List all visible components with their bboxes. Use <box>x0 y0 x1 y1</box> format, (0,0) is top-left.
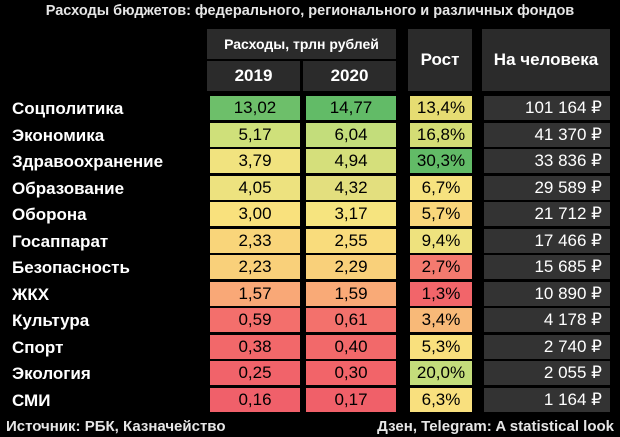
per-capita-cell: 41 370 ₽ <box>484 122 610 147</box>
growth-cell: 16,8% <box>410 122 472 147</box>
credit-note: Дзен, Telegram: A statistical look <box>377 418 614 435</box>
table-row: Здравоохранение 3,79 4,94 30,3% 33 836 ₽ <box>0 149 620 174</box>
per-capita-cell: 17 466 ₽ <box>484 228 610 253</box>
table-row: Соцполитика 13,02 14,77 13,4% 101 164 ₽ <box>0 96 620 121</box>
value-2019-cell: 3,79 <box>210 149 300 173</box>
per-capita-cell: 21 712 ₽ <box>484 202 610 226</box>
row-category: Оборона <box>12 205 87 224</box>
value-2019-cell: 5,17 <box>210 122 300 147</box>
value-2020-cell: 0,61 <box>306 308 396 332</box>
source-note: Источник: РБК, Казначейство <box>6 418 226 435</box>
table-row: Образование 4,05 4,32 6,7% 29 589 ₽ <box>0 175 620 201</box>
row-category: Экология <box>12 364 91 383</box>
growth-cell: 5,7% <box>410 202 472 226</box>
row-category: Культура <box>12 311 90 330</box>
growth-cell: 9,4% <box>410 228 472 253</box>
row-category: СМИ <box>12 390 51 410</box>
row-category: ЖКХ <box>12 284 50 304</box>
growth-cell: 6,3% <box>410 387 472 412</box>
row-category: Экономика <box>12 125 105 145</box>
per-capita-cell: 2 740 ₽ <box>484 334 610 359</box>
value-2020-cell: 2,55 <box>306 228 396 253</box>
per-capita-cell: 1 164 ₽ <box>484 387 610 412</box>
value-2020-cell: 4,94 <box>306 149 396 173</box>
value-2019-cell: 4,05 <box>210 175 300 200</box>
per-capita-cell: 101 164 ₽ <box>484 96 610 120</box>
value-2019-cell: 2,23 <box>210 255 300 279</box>
value-2019-cell: 0,38 <box>210 334 300 359</box>
per-capita-cell: 4 178 ₽ <box>484 308 610 332</box>
growth-cell: 3,4% <box>410 308 472 332</box>
growth-cell: 5,3% <box>410 334 472 359</box>
value-2020-cell: 0,40 <box>306 334 396 359</box>
value-2019-cell: 0,16 <box>210 387 300 412</box>
table-row: ЖКХ 1,57 1,59 1,3% 10 890 ₽ <box>0 281 620 307</box>
row-category: Здравоохранение <box>12 152 164 171</box>
row-category: Соцполитика <box>12 99 124 118</box>
header-year-2019: 2019 <box>207 61 300 91</box>
table-row: Культура 0,59 0,61 3,4% 4 178 ₽ <box>0 308 620 333</box>
value-2019-cell: 2,33 <box>210 228 300 253</box>
header-growth: Рост <box>408 29 472 91</box>
growth-cell: 2,7% <box>410 255 472 279</box>
row-category: Безопасность <box>12 258 130 277</box>
per-capita-cell: 2 055 ₽ <box>484 361 610 385</box>
table-row: Оборона 3,00 3,17 5,7% 21 712 ₽ <box>0 202 620 227</box>
header-spending: Расходы, трлн рублей <box>207 29 396 59</box>
value-2019-cell: 1,57 <box>210 281 300 306</box>
per-capita-cell: 10 890 ₽ <box>484 281 610 306</box>
table-row: СМИ 0,16 0,17 6,3% 1 164 ₽ <box>0 387 620 413</box>
growth-cell: 1,3% <box>410 281 472 306</box>
value-2020-cell: 2,29 <box>306 255 396 279</box>
row-category: Госаппарат <box>12 231 109 251</box>
value-2020-cell: 4,32 <box>306 175 396 200</box>
value-2020-cell: 6,04 <box>306 122 396 147</box>
value-2020-cell: 1,59 <box>306 281 396 306</box>
header-year-2020: 2020 <box>303 61 396 91</box>
value-2019-cell: 0,59 <box>210 308 300 332</box>
chart-title: Расходы бюджетов: федерального, регионал… <box>45 3 575 19</box>
table-row: Экономика 5,17 6,04 16,8% 41 370 ₽ <box>0 122 620 148</box>
growth-cell: 30,3% <box>410 149 472 173</box>
per-capita-cell: 33 836 ₽ <box>484 149 610 173</box>
value-2020-cell: 0,17 <box>306 387 396 412</box>
per-capita-cell: 29 589 ₽ <box>484 175 610 200</box>
value-2020-cell: 3,17 <box>306 202 396 226</box>
table-row: Госаппарат 2,33 2,55 9,4% 17 466 ₽ <box>0 228 620 254</box>
growth-cell: 20,0% <box>410 361 472 385</box>
value-2020-cell: 14,77 <box>306 96 396 120</box>
value-2020-cell: 0,30 <box>306 361 396 385</box>
table-row: Безопасность 2,23 2,29 2,7% 15 685 ₽ <box>0 255 620 280</box>
value-2019-cell: 3,00 <box>210 202 300 226</box>
row-category: Спорт <box>12 337 64 357</box>
table-row: Спорт 0,38 0,40 5,3% 2 740 ₽ <box>0 334 620 360</box>
per-capita-cell: 15 685 ₽ <box>484 255 610 279</box>
value-2019-cell: 0,25 <box>210 361 300 385</box>
header-per-capita: На человека <box>482 29 610 91</box>
row-category: Образование <box>12 178 125 198</box>
growth-cell: 13,4% <box>410 96 472 120</box>
growth-cell: 6,7% <box>410 175 472 200</box>
table-row: Экология 0,25 0,30 20,0% 2 055 ₽ <box>0 361 620 386</box>
value-2019-cell: 13,02 <box>210 96 300 120</box>
